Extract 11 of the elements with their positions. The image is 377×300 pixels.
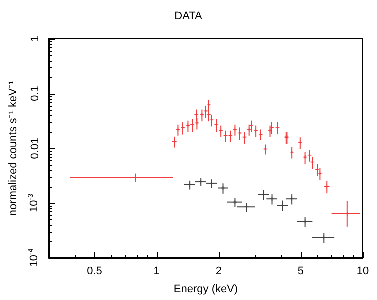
y-tick-label: 1 <box>30 36 42 42</box>
x-tick-label: 0.5 <box>87 266 102 278</box>
x-axis-title: Energy (keV) <box>174 284 238 296</box>
chart-title: DATA <box>174 10 204 22</box>
x-tick-label: 2 <box>216 266 222 278</box>
x-tick-label: 5 <box>298 266 304 278</box>
x-tick-label: 1 <box>154 266 160 278</box>
x-tick-label: 10 <box>356 266 370 278</box>
y-axis-title: normalized counts s⁻¹ keV⁻¹ <box>8 80 20 216</box>
y-tick-label: 0.1 <box>30 86 42 102</box>
y-tick-label: 0.01 <box>30 138 42 160</box>
